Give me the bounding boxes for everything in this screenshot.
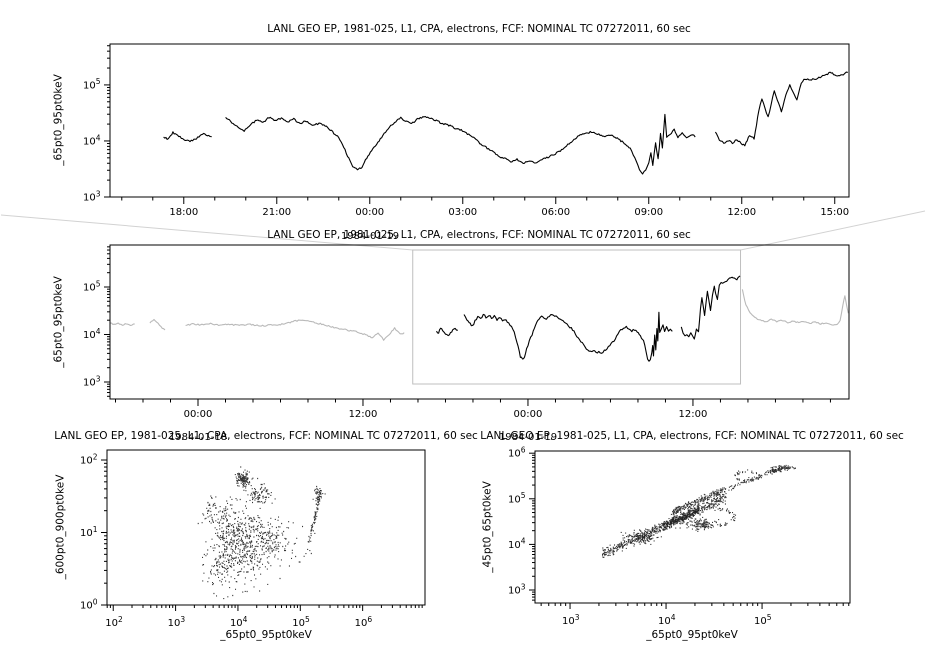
context-overview-series xyxy=(463,311,673,362)
scatter-left-xaxis-label: _65pt0_95pt0keV xyxy=(220,629,312,641)
log-tick-label: 103 xyxy=(168,615,186,629)
scatter-65-95-vs-600-900-points xyxy=(197,495,222,525)
log-tick-label: 105 xyxy=(292,615,310,629)
scatter-65-95-vs-45-65-points xyxy=(675,513,720,532)
overview-panel-title: LANL GEO EP, 1981-025, L1, CPA, electron… xyxy=(267,229,691,241)
scatter-65-95-vs-45-65-points xyxy=(661,504,700,531)
scatter-65-95-vs-45-65-points xyxy=(771,464,796,472)
log-tick-label: 103 xyxy=(83,189,101,203)
time-tick-label: 00:00 xyxy=(184,409,213,420)
time-tick-label: 12:00 xyxy=(727,207,756,218)
overview-yaxis-label: _65pt0_95pt0keV xyxy=(52,276,65,368)
top-timeseries-data-layer xyxy=(163,71,848,175)
time-tick-label: 09:00 xyxy=(634,207,663,218)
overview-date-label-jan19: 1984-01-19 xyxy=(498,432,558,443)
top-panel-title: LANL GEO EP, 1981-025, L1, CPA, electron… xyxy=(267,23,691,35)
log-tick-label: 103 xyxy=(83,374,101,388)
log-tick-label: 105 xyxy=(83,77,101,91)
log-tick-label: 104 xyxy=(83,327,101,341)
log-tick-label: 104 xyxy=(508,537,526,551)
time-tick-label: 03:00 xyxy=(448,207,477,218)
scatter-65-95-vs-600-900-data-layer xyxy=(197,466,326,600)
context-overview-plot-area[interactable] xyxy=(109,244,850,400)
log-tick-label: 105 xyxy=(83,279,101,293)
log-tick-label: 102 xyxy=(80,452,98,466)
scatter-left-yaxis-label: _600pt0_900pt0keV xyxy=(54,474,67,580)
scatter-65-95-vs-45-65-data-layer xyxy=(602,464,796,558)
scatter-65-95-vs-600-900-points xyxy=(312,485,326,505)
log-tick-label: 101 xyxy=(80,525,98,539)
scatter-65-95-vs-600-900-points xyxy=(202,538,239,600)
time-tick-label: 12:00 xyxy=(679,409,708,420)
context-overview-series xyxy=(185,319,405,341)
time-tick-label: 21:00 xyxy=(262,207,291,218)
scatter-left-title: LANL GEO EP, 1981-025, L1, CPA, electron… xyxy=(54,430,478,442)
log-tick-label: 104 xyxy=(230,615,248,629)
scatter-65-95-vs-600-900-points xyxy=(308,490,322,543)
time-tick-label: 12:00 xyxy=(349,409,378,420)
context-overview-ticks xyxy=(104,246,831,406)
time-tick-label: 15:00 xyxy=(820,207,849,218)
scatter-65-95-vs-45-65-plot-area[interactable] xyxy=(534,450,851,604)
zoom-connector-lines xyxy=(0,210,926,385)
scatter-65-95-vs-600-900-points xyxy=(207,556,281,597)
log-tick-label: 103 xyxy=(562,613,580,627)
top-timeseries-ticks xyxy=(104,45,836,204)
top-panel-date-label: 1984-01-19 xyxy=(340,231,400,242)
scatter-65-95-vs-45-65-points xyxy=(766,468,782,475)
context-overview-series xyxy=(149,318,166,331)
scatter-65-95-vs-600-900-plot-area[interactable] xyxy=(106,449,426,606)
scatter-65-95-vs-45-65-panel: 103 104 105 103 104 105 106 xyxy=(508,445,851,627)
zoom-interval-box[interactable] xyxy=(412,249,742,385)
log-tick-label: 105 xyxy=(508,491,526,505)
scatter-65-95-vs-45-65-ticks xyxy=(529,452,850,609)
time-tick-label: 00:00 xyxy=(514,409,543,420)
scatter-65-95-vs-45-65-points xyxy=(620,529,662,545)
context-overview-tick-labels: 00:00 12:00 00:00 12:00 103 104 105 xyxy=(83,279,707,420)
log-tick-label: 102 xyxy=(105,615,123,629)
top-timeseries-plot-area[interactable] xyxy=(109,43,850,198)
log-tick-label: 104 xyxy=(658,613,676,627)
scatter-65-95-vs-600-900-points xyxy=(245,477,276,504)
context-overview-panel: 00:00 12:00 00:00 12:00 103 104 105 xyxy=(83,244,850,420)
scatter-65-95-vs-600-900-ticks xyxy=(101,459,423,611)
top-timeseries-tick-labels: 18:00 21:00 00:00 03:00 06:00 09:00 12:00 15:00… xyxy=(83,77,849,218)
scatter-65-95-vs-600-900-points xyxy=(262,522,316,567)
top-panel-yaxis-label: _65pt0_95pt0keV xyxy=(52,74,65,166)
scatter-65-95-vs-600-900-points xyxy=(234,466,254,491)
log-tick-label: 104 xyxy=(83,133,101,147)
log-tick-label: 106 xyxy=(508,445,526,459)
context-overview-series xyxy=(741,289,849,326)
log-tick-label: 103 xyxy=(508,582,526,596)
context-overview-series xyxy=(680,275,741,340)
context-overview-data-layer xyxy=(110,275,849,362)
top-timeseries-series xyxy=(163,131,212,143)
log-tick-label: 105 xyxy=(754,613,772,627)
scatter-right-title: LANL GEO EP, 1981-025, L1, CPA, electron… xyxy=(480,430,904,442)
overview-date-label-jan18: 1984-01-18 xyxy=(168,432,228,443)
time-tick-label: 18:00 xyxy=(169,207,198,218)
log-tick-label: 100 xyxy=(80,597,98,611)
time-tick-label: 00:00 xyxy=(355,207,384,218)
scatter-65-95-vs-600-900-tick-labels: 102 103 104 105 106 100 101 102 xyxy=(80,452,372,629)
top-timeseries-panel: 18:00 21:00 00:00 03:00 06:00 09:00 12:00 15:00… xyxy=(83,43,850,218)
scatter-right-yaxis-label: _45pt0_65pt0keV xyxy=(481,481,494,573)
scatter-right-xaxis-label: _65pt0_95pt0keV xyxy=(646,629,738,641)
top-timeseries-series xyxy=(225,113,696,175)
scatter-65-95-vs-45-65-points xyxy=(670,487,727,516)
context-overview-series xyxy=(110,322,135,327)
context-overview-series xyxy=(436,327,458,337)
scatter-65-95-vs-45-65-points xyxy=(734,469,763,482)
time-tick-label: 06:00 xyxy=(541,207,570,218)
scatter-65-95-vs-45-65-points xyxy=(682,506,737,528)
scatter-65-95-vs-600-900-points xyxy=(202,493,286,597)
top-timeseries-series xyxy=(714,71,848,147)
log-tick-label: 106 xyxy=(355,615,373,629)
scatter-65-95-vs-600-900-panel: 102 103 104 105 106 100 101 102 xyxy=(80,449,426,629)
scatter-65-95-vs-600-900-points xyxy=(201,496,251,562)
